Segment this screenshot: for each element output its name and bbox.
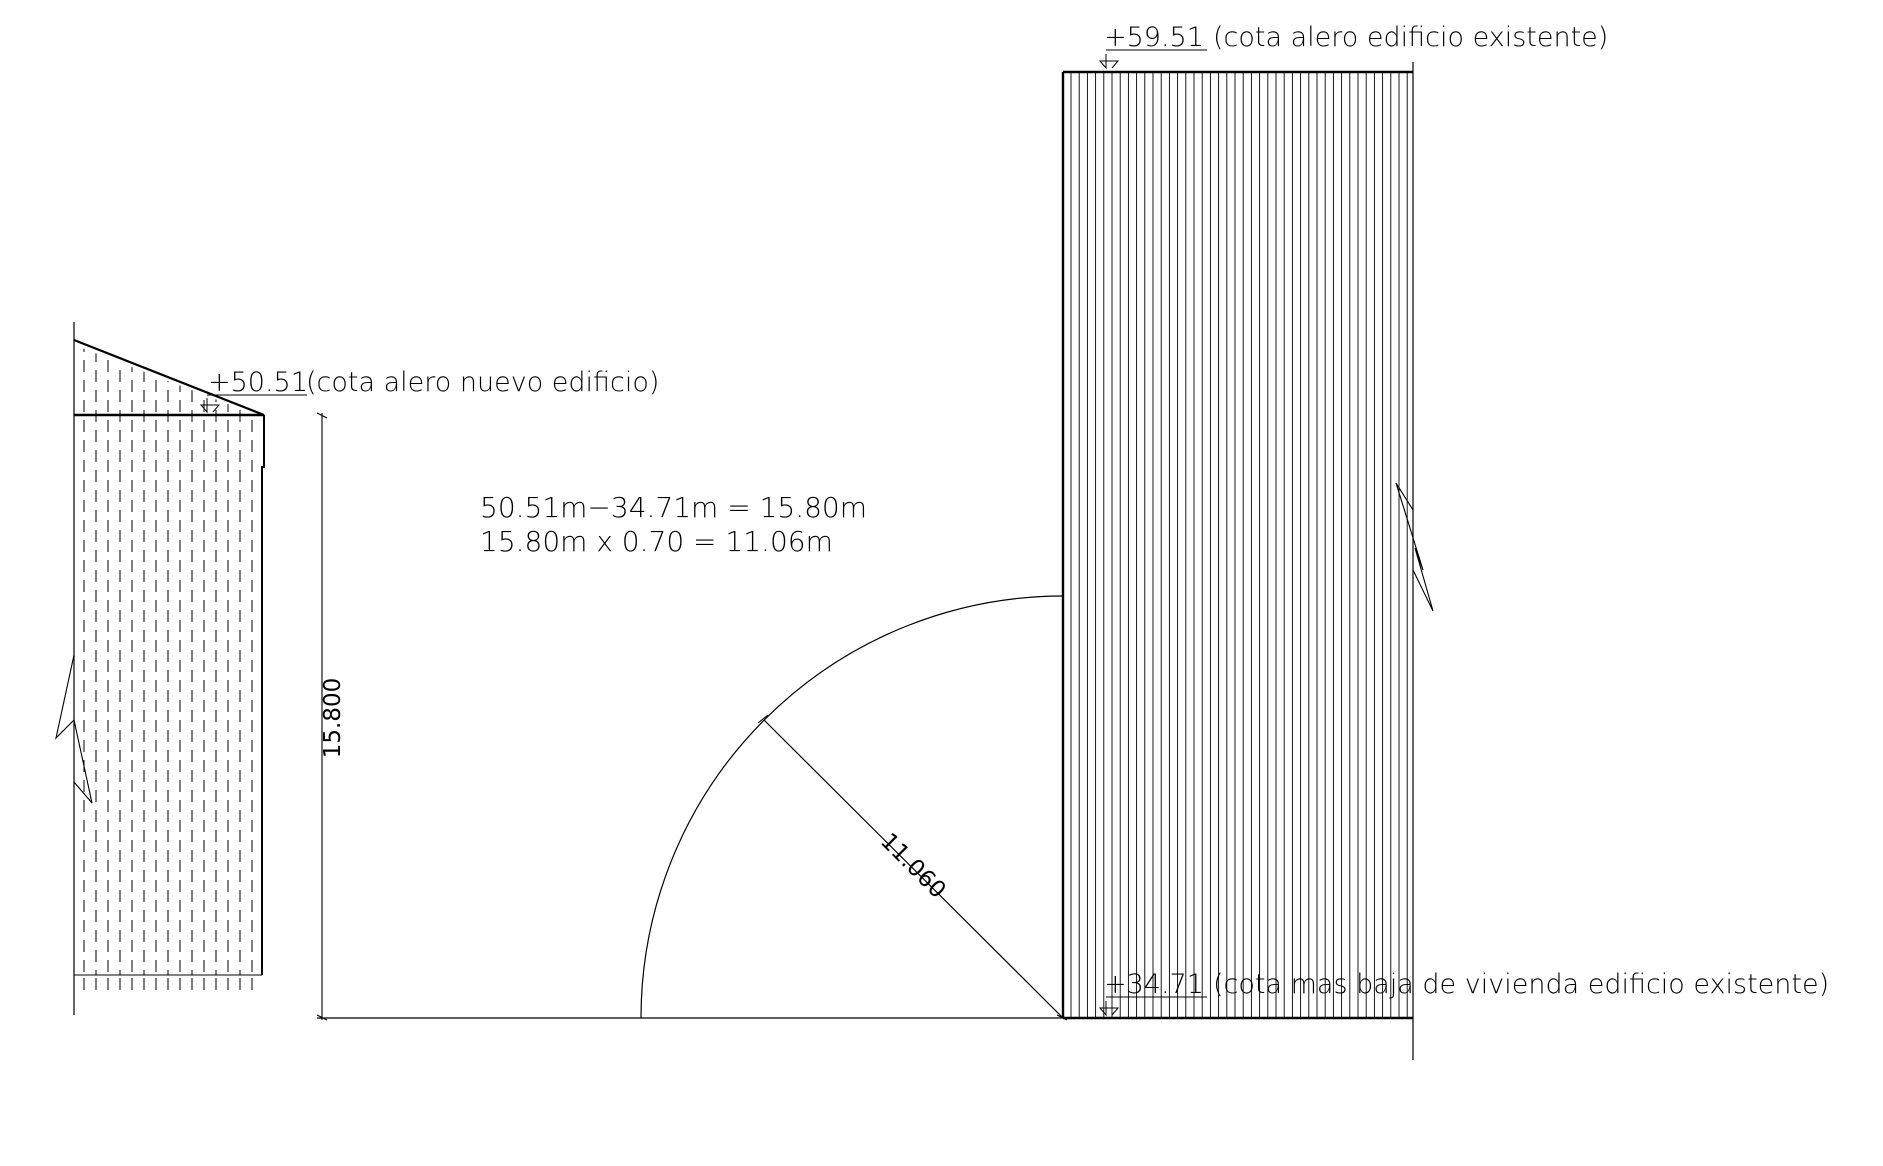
existing-bottom-level-note: (cota mas baja de vivienda edificio exis… [1213, 969, 1829, 1000]
existing-building: +59.51 (cota alero edificio existente) +… [1061, 22, 1829, 1060]
new-eave-level-marker [199, 398, 221, 414]
calculation-line-1: 50.51m−34.71m = 15.80m [480, 491, 867, 524]
existing-top-level-marker [1098, 54, 1120, 70]
new-building-roof-slope [73, 338, 265, 417]
radius-arc [640, 595, 1064, 1019]
radius-dimension-value: 11.060 [875, 828, 950, 903]
calculation-line-2: 15.80m x 0.70 = 11.06m [480, 525, 833, 558]
radius-dimension: 11.060 [640, 595, 1064, 1019]
new-building-base-hatch [83, 978, 253, 990]
height-dimension-tick-top [316, 412, 328, 419]
height-dimension: 15.800 [316, 412, 346, 1021]
existing-top-level-value: +59.51 [1104, 22, 1204, 53]
new-building: +50.51 (cota alero nuevo edificio) [55, 322, 659, 1015]
new-eave-level-note: (cota alero nuevo edificio) [306, 367, 659, 398]
existing-building-hatch [1070, 72, 1408, 1018]
new-building-hatch [83, 345, 253, 975]
height-dimension-value: 15.800 [320, 678, 346, 758]
existing-bottom-level-marker [1098, 1001, 1120, 1017]
new-eave-level-value: +50.51 [208, 367, 308, 398]
radius-tick [757, 714, 769, 724]
existing-building-break-symbol [1395, 482, 1434, 612]
new-building-right-wall [261, 415, 265, 975]
existing-bottom-level-value: +34.71 [1104, 969, 1204, 1000]
new-building-break-symbol [55, 654, 93, 804]
radius-line [763, 719, 1064, 1019]
existing-top-level-note: (cota alero edificio existente) [1213, 22, 1608, 53]
